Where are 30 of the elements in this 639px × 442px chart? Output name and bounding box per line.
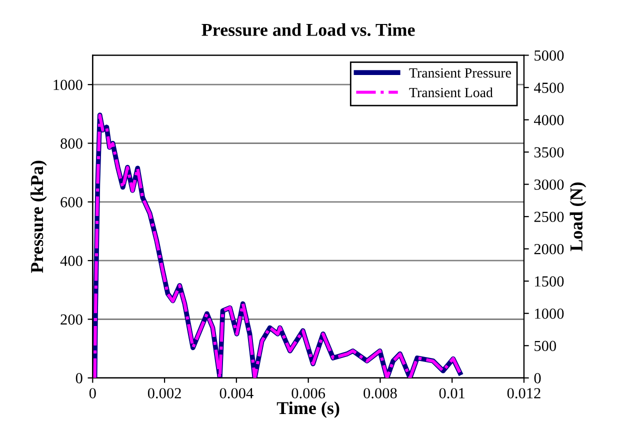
y2-tick-label: 1500 (535, 276, 564, 287)
y2-tick-label: 2500 (534, 212, 564, 222)
chart-title: Pressure and Load vs. Time (202, 23, 415, 36)
x-tick-label: 0.002 (148, 388, 181, 398)
y-axis-title: Pressure (kPa) (30, 160, 47, 273)
y2-tick-label: 1000 (535, 308, 564, 319)
y-tick-label: 400 (60, 256, 82, 266)
y-tick-label: 0 (76, 373, 82, 384)
y2-tick-label: 500 (534, 340, 556, 352)
y-tick-label: 1000 (54, 80, 82, 90)
y2-tick-label: 3500 (534, 147, 564, 158)
x-axis-title: Time (s) (276, 401, 340, 418)
x-tick-label: 0.006 (292, 388, 326, 398)
y2-tick-label: 0 (534, 373, 541, 384)
y-tick-label: 600 (60, 197, 82, 208)
y2-tick-label: 2000 (534, 244, 564, 254)
y2-axis-title: Load (N) (570, 182, 586, 252)
y2-tick-label: 3000 (534, 179, 564, 190)
x-tick-label: 0.004 (220, 388, 254, 398)
x-tick-label: 0.012 (507, 388, 540, 398)
y-tick-label: 800 (60, 138, 82, 149)
x-tick-label: 0.01 (439, 388, 465, 398)
legend-label: Transient Load (409, 87, 493, 98)
y2-tick-label: 4500 (534, 82, 564, 93)
x-tick-label: 0 (89, 388, 96, 398)
legend-label: Transient Pressure (409, 68, 511, 78)
y2-tick-label: 4000 (534, 114, 564, 126)
y2-tick-label: 5000 (534, 50, 564, 61)
y-tick-label: 200 (60, 314, 82, 325)
x-tick-label: 0.008 (364, 388, 397, 398)
